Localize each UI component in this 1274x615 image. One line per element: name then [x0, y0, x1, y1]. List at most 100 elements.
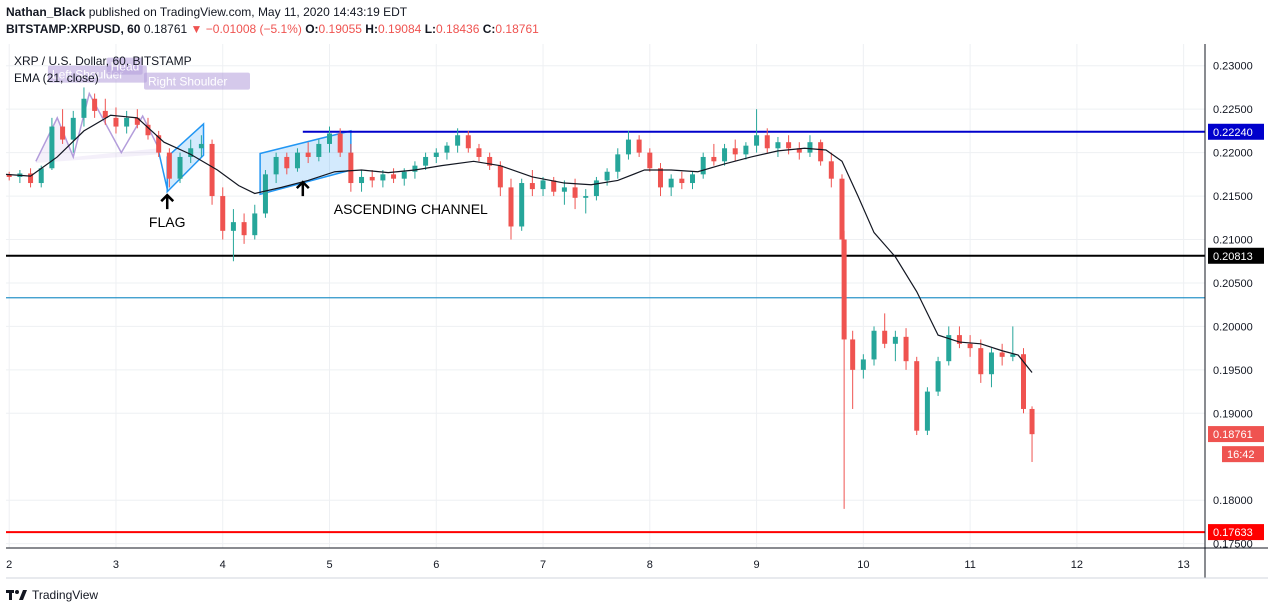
candle[interactable]	[1029, 406, 1035, 462]
annotation-label[interactable]: FLAG	[149, 214, 186, 230]
candle[interactable]	[615, 148, 621, 179]
candle[interactable]	[775, 136, 781, 157]
candle[interactable]	[679, 171, 685, 190]
candle[interactable]	[956, 326, 962, 349]
candle[interactable]	[444, 142, 450, 160]
candle[interactable]	[134, 109, 140, 129]
candle[interactable]	[284, 152, 290, 175]
candle[interactable]	[508, 178, 514, 240]
candle[interactable]	[561, 180, 567, 205]
candle[interactable]	[156, 130, 162, 157]
candle[interactable]	[327, 126, 333, 153]
candle[interactable]	[657, 163, 663, 197]
candle[interactable]	[188, 139, 194, 164]
candle[interactable]	[519, 178, 525, 231]
pattern-label[interactable]: Right Shoulder	[148, 75, 227, 89]
candle[interactable]	[700, 152, 706, 179]
candle[interactable]	[988, 348, 994, 388]
candle[interactable]	[764, 128, 770, 153]
candle[interactable]	[391, 168, 397, 184]
candle[interactable]	[892, 330, 898, 362]
candle[interactable]	[647, 148, 653, 172]
candle[interactable]	[124, 110, 130, 134]
candle[interactable]	[529, 170, 535, 197]
candle[interactable]	[914, 356, 920, 436]
candle[interactable]	[70, 110, 76, 153]
candle[interactable]	[38, 165, 44, 188]
candle[interactable]	[316, 139, 322, 162]
candle[interactable]	[177, 152, 183, 184]
candle[interactable]	[1020, 348, 1026, 414]
candle[interactable]	[732, 139, 738, 162]
candle[interactable]	[722, 143, 728, 166]
candle[interactable]	[113, 107, 119, 134]
candle[interactable]	[786, 135, 792, 155]
candle[interactable]	[81, 87, 87, 127]
candle[interactable]	[455, 128, 461, 153]
candle[interactable]	[241, 213, 247, 244]
candle[interactable]	[978, 339, 984, 383]
candle[interactable]	[540, 176, 546, 197]
candle[interactable]	[711, 143, 717, 166]
annotation-label[interactable]: ASCENDING CHANNEL	[334, 201, 488, 217]
candle[interactable]	[369, 170, 375, 188]
candle[interactable]	[871, 326, 877, 366]
publisher-name[interactable]: Nathan_Black	[6, 5, 86, 19]
candle[interactable]	[220, 187, 226, 240]
candle[interactable]	[166, 148, 172, 188]
candle[interactable]	[209, 139, 215, 205]
legend-indicator[interactable]: EMA (21, close)	[14, 71, 99, 85]
candle[interactable]	[841, 230, 847, 509]
candle[interactable]	[946, 326, 952, 366]
candle[interactable]	[305, 142, 311, 164]
candle[interactable]	[743, 142, 749, 160]
candle[interactable]	[230, 209, 236, 262]
candle[interactable]	[262, 170, 268, 218]
candle[interactable]	[423, 152, 429, 170]
pattern-label[interactable]: Left Shoulder	[52, 68, 123, 82]
candle[interactable]	[690, 171, 696, 190]
candle[interactable]	[102, 98, 108, 125]
candle[interactable]	[465, 130, 471, 153]
candle[interactable]	[380, 170, 386, 188]
candle[interactable]	[583, 189, 589, 214]
pattern-label[interactable]: Head	[111, 60, 140, 74]
candle[interactable]	[999, 343, 1005, 366]
candle[interactable]	[294, 148, 300, 172]
candle[interactable]	[359, 170, 365, 192]
candle[interactable]	[337, 128, 343, 157]
candle[interactable]	[198, 135, 204, 157]
candle[interactable]	[625, 130, 631, 160]
candle[interactable]	[593, 176, 599, 201]
tradingview-footer[interactable]: TradingView	[6, 588, 98, 602]
candle[interactable]	[850, 330, 856, 409]
candle[interactable]	[6, 171, 12, 181]
candle[interactable]	[796, 142, 802, 160]
candle[interactable]	[967, 335, 973, 357]
candle[interactable]	[935, 356, 941, 396]
candle[interactable]	[551, 176, 557, 197]
candle[interactable]	[273, 152, 279, 184]
candle[interactable]	[807, 135, 813, 157]
candle[interactable]	[828, 152, 834, 188]
candle[interactable]	[497, 161, 503, 197]
candle[interactable]	[348, 143, 354, 192]
candle[interactable]	[636, 135, 642, 157]
candle[interactable]	[1010, 326, 1016, 362]
candle[interactable]	[668, 174, 674, 197]
candle[interactable]	[28, 168, 34, 188]
candle[interactable]	[60, 109, 66, 144]
candle[interactable]	[92, 93, 98, 118]
candle[interactable]	[882, 313, 888, 349]
candle[interactable]	[924, 387, 930, 436]
candle[interactable]	[818, 139, 824, 166]
candle[interactable]	[860, 354, 866, 379]
candle[interactable]	[476, 143, 482, 162]
candle[interactable]	[487, 152, 493, 170]
candle[interactable]	[754, 109, 760, 153]
candle[interactable]	[252, 204, 258, 240]
candle[interactable]	[903, 328, 909, 370]
candle[interactable]	[433, 148, 439, 164]
candle[interactable]	[145, 117, 151, 140]
